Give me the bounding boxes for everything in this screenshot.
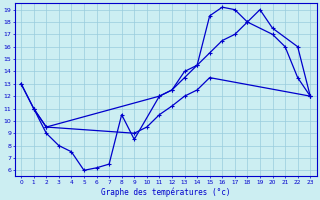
X-axis label: Graphe des températures (°c): Graphe des températures (°c) bbox=[101, 187, 230, 197]
